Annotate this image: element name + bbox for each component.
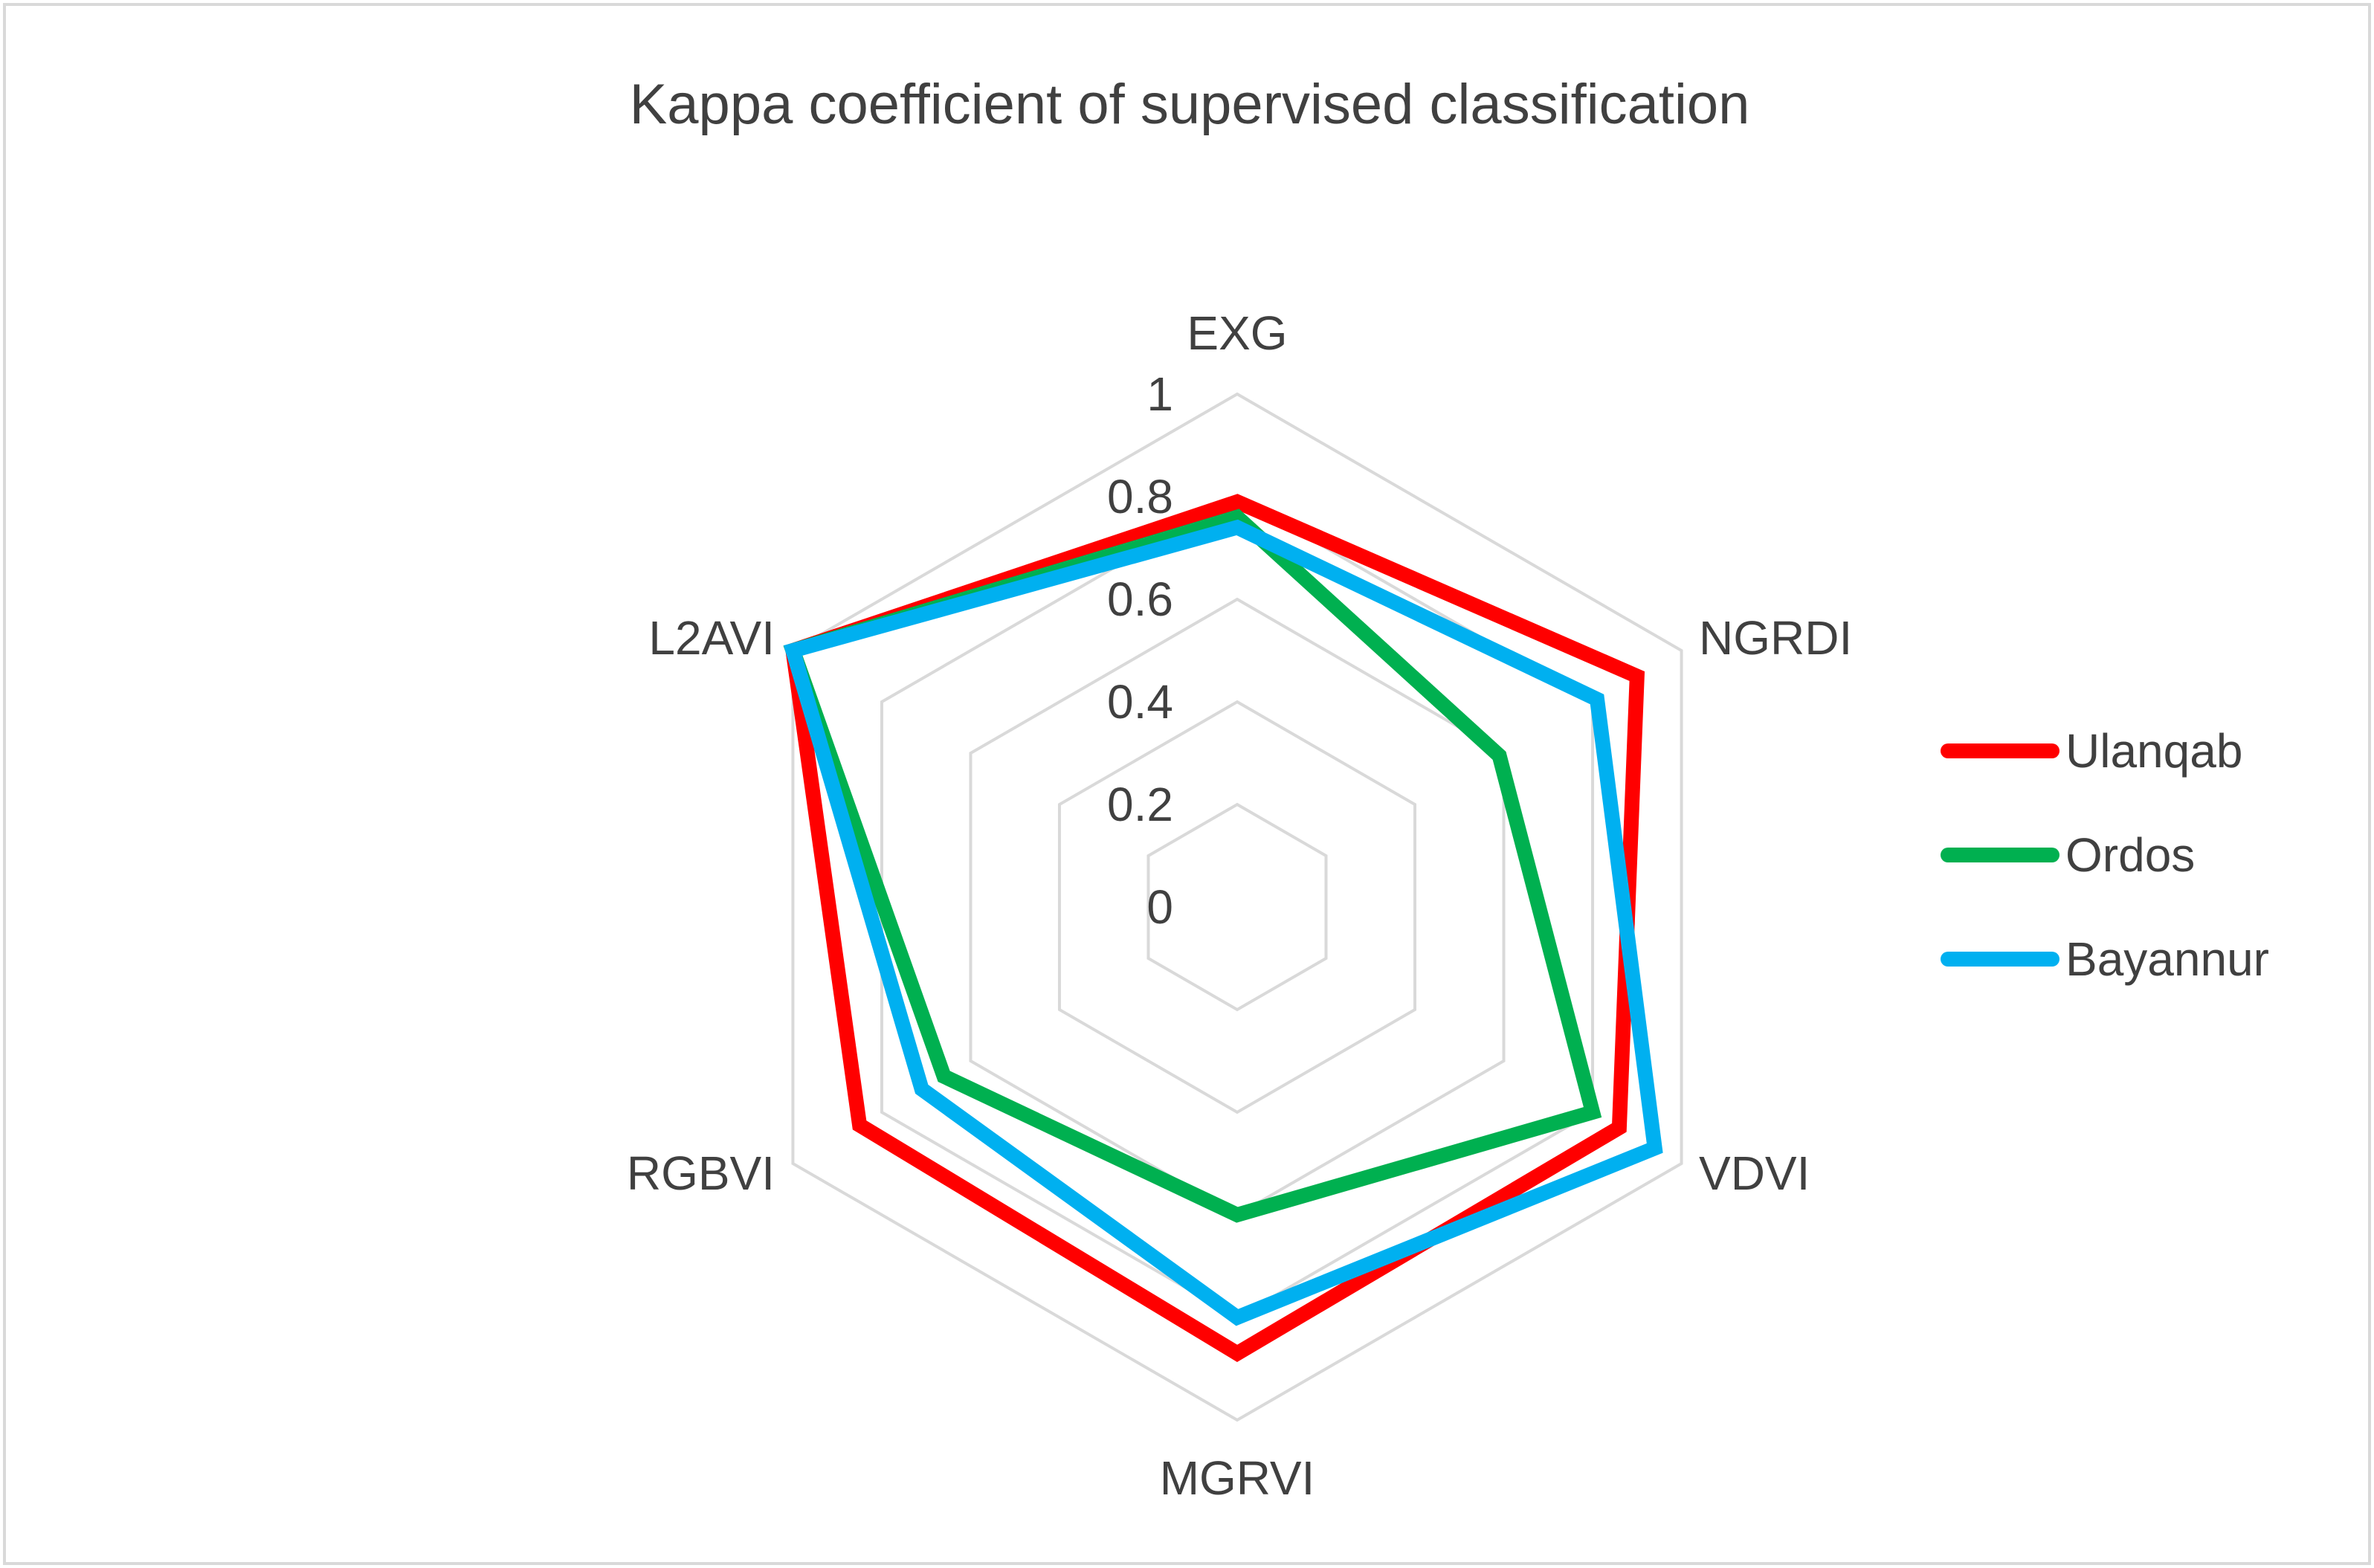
tick-labels: 0 0.2 0.4 0.6 0.8 1 <box>1107 367 1173 934</box>
axis-label-exg: EXG <box>1187 306 1287 360</box>
legend: Ulanqab Ordos Bayannur <box>1941 724 2269 986</box>
chart-title: Kappa coefficient of supervised classifi… <box>630 73 1750 136</box>
axis-label-ngrdi: NGRDI <box>1699 611 1852 665</box>
axis-labels: EXG NGRDI VDVI MGRVI RGBVI L2AVI <box>627 306 1852 1505</box>
tick-label-0: 0 <box>1146 880 1173 934</box>
legend-label-bayannur: Bayannur <box>2065 932 2269 986</box>
series-line-bayannur <box>783 519 1663 1326</box>
legend-label-ordos: Ordos <box>2065 828 2195 882</box>
tick-label-3: 0.6 <box>1107 572 1173 626</box>
axis-label-l2avi: L2AVI <box>648 611 775 665</box>
legend-label-ulanqab: Ulanqab <box>2065 724 2242 778</box>
grid-ring-1 <box>1146 802 1328 1012</box>
chart-border <box>3 3 2371 1565</box>
tick-label-2: 0.4 <box>1107 675 1173 729</box>
axis-label-rgbvi: RGBVI <box>627 1146 775 1200</box>
axis-label-mgrvi: MGRVI <box>1160 1451 1315 1505</box>
grid-ring-2 <box>1057 700 1417 1114</box>
tick-label-4: 0.8 <box>1107 470 1173 523</box>
axis-label-vdvi: VDVI <box>1699 1146 1810 1200</box>
tick-label-5: 1 <box>1146 367 1173 421</box>
tick-label-1: 0.2 <box>1107 778 1173 831</box>
series <box>783 494 1663 1362</box>
